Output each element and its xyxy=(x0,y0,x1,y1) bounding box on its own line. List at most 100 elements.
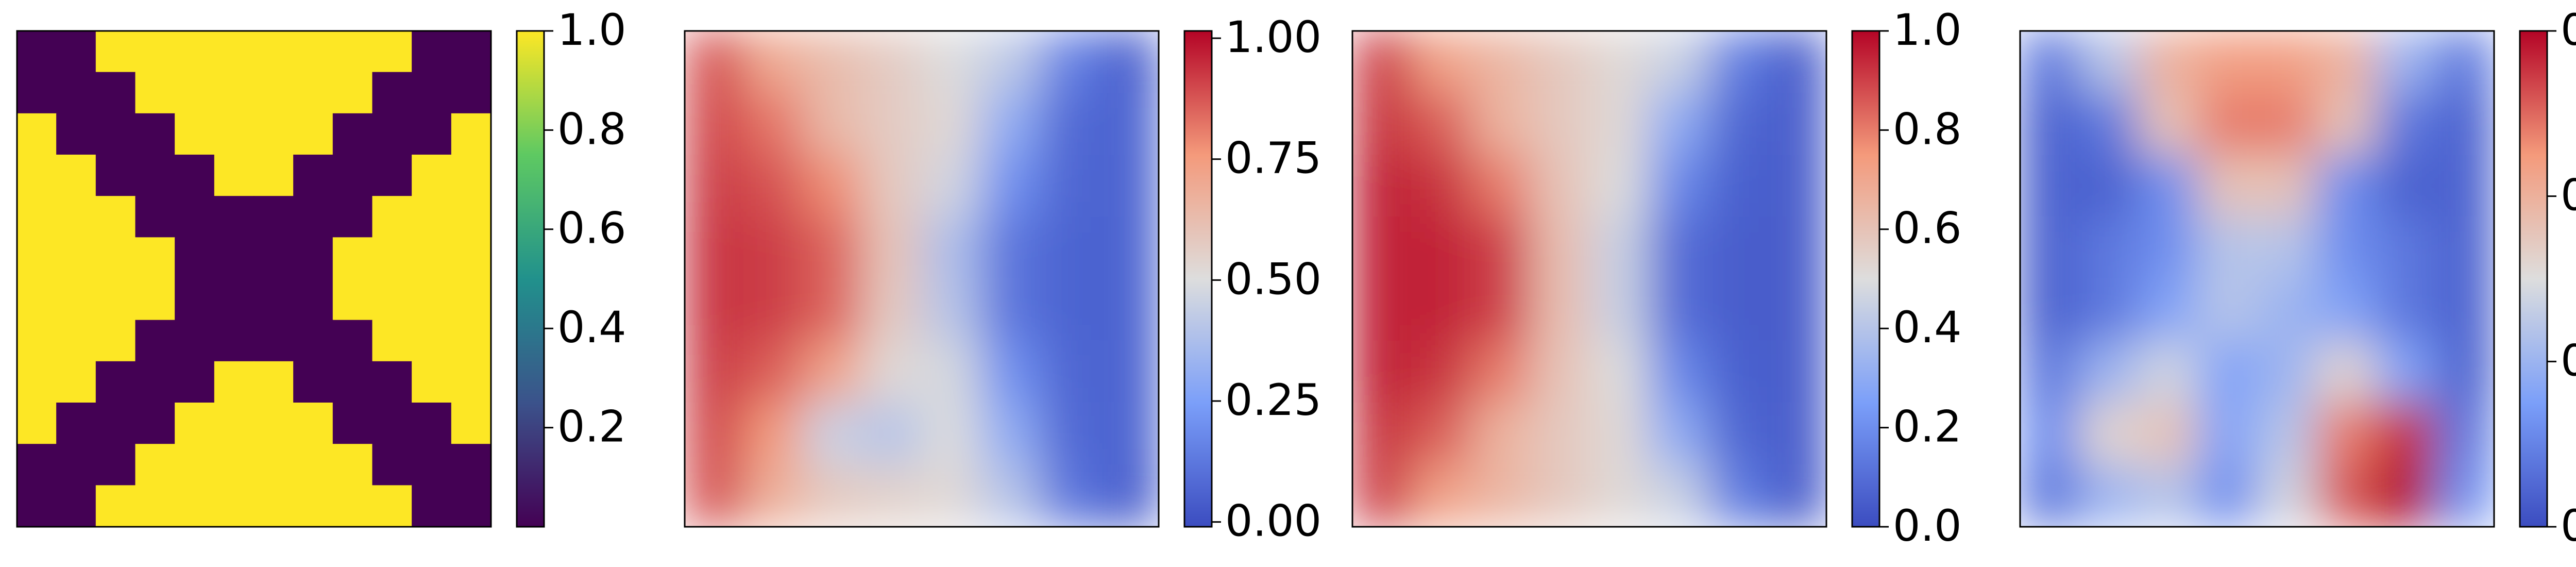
heatmap-cell xyxy=(2197,31,2258,93)
heatmap-cell xyxy=(1707,92,1768,155)
heatmap-cell xyxy=(293,155,333,197)
heatmap-cell xyxy=(1589,216,1649,279)
heatmap-cell xyxy=(135,155,176,197)
heatmap-cell xyxy=(2020,464,2080,527)
heatmap-cell xyxy=(412,155,452,197)
heatmap-cell xyxy=(1530,464,1590,527)
heatmap-cell xyxy=(1352,340,1412,403)
heatmap-cell xyxy=(921,464,981,527)
heatmap-cell xyxy=(17,278,57,321)
heatmap-cell xyxy=(1040,340,1100,403)
heatmap-cell xyxy=(685,278,744,341)
heatmap-cell xyxy=(2316,464,2376,527)
heatmap-cell xyxy=(2079,278,2139,341)
heatmap-cell xyxy=(1352,92,1412,155)
heatmap-cell xyxy=(1411,155,1471,218)
heatmap-cell xyxy=(1589,403,1649,465)
heatmap-cell xyxy=(253,278,294,321)
colorbar xyxy=(2519,30,2548,528)
heatmap-cell xyxy=(253,485,294,527)
heatmap-cell xyxy=(293,361,333,403)
heatmap xyxy=(1352,31,1826,527)
heatmap-cell xyxy=(803,403,863,465)
heatmap-cell xyxy=(921,155,981,218)
heatmap-cell xyxy=(332,31,373,73)
heatmap-cell xyxy=(95,196,136,238)
heatmap-cell xyxy=(451,320,491,362)
heatmap-cell xyxy=(214,403,255,445)
heatmap-cell xyxy=(921,403,981,465)
heatmap-cell xyxy=(2375,403,2435,465)
heatmap-cell xyxy=(2375,31,2435,93)
heatmap-cell xyxy=(1352,464,1412,527)
heatmap-cell xyxy=(451,155,491,197)
heatmap-cell xyxy=(743,216,804,279)
colorbar-tick-label: 0.75 xyxy=(1225,133,1321,184)
heatmap-cell xyxy=(451,237,491,279)
heatmap-cell xyxy=(2434,464,2494,527)
heatmap-cell xyxy=(56,31,96,73)
heatmap-cell xyxy=(1589,464,1649,527)
heatmap-cell xyxy=(293,278,333,321)
heatmap-cell xyxy=(214,444,255,486)
heatmap-cell xyxy=(980,340,1041,403)
heatmap-cell xyxy=(1040,155,1100,218)
heatmap-cell xyxy=(214,320,255,362)
heatmap-cell xyxy=(862,155,922,218)
heatmap-cell xyxy=(862,464,922,527)
heatmap-cell xyxy=(451,361,491,403)
heatmap-cell xyxy=(1099,31,1159,93)
heatmap-cell xyxy=(56,155,96,197)
heatmap-cell xyxy=(214,237,255,279)
heatmap-cell xyxy=(332,485,373,527)
heatmap-cell xyxy=(1040,216,1100,279)
heatmap-cell xyxy=(372,444,413,486)
heatmap-cell xyxy=(743,92,804,155)
heatmap-cell xyxy=(293,72,333,114)
heatmap-cell xyxy=(1707,155,1768,218)
heatmap-cell xyxy=(2434,31,2494,93)
heatmap-cell xyxy=(412,237,452,279)
heatmap-cell xyxy=(135,113,176,155)
heatmap-cell xyxy=(451,196,491,238)
heatmap xyxy=(2020,31,2494,527)
heatmap-cell xyxy=(803,464,863,527)
heatmap-cell xyxy=(253,72,294,114)
heatmap-cell xyxy=(2257,340,2317,403)
heatmap-cell xyxy=(1707,278,1768,341)
heatmap-cell xyxy=(95,237,136,279)
colorbar-tick-label: 0.10 xyxy=(2561,170,2576,221)
heatmap-cell xyxy=(1470,278,1531,341)
heatmap-cell xyxy=(1470,340,1531,403)
heatmap-cell xyxy=(921,31,981,93)
colorbar xyxy=(516,30,545,528)
heatmap-cell xyxy=(2020,31,2080,93)
heatmap-cell xyxy=(1352,155,1412,218)
heatmap-cell xyxy=(135,444,176,486)
heatmap-cell xyxy=(1411,31,1471,93)
heatmap-cell xyxy=(175,31,215,73)
heatmap-cell xyxy=(2316,340,2376,403)
heatmap-cell xyxy=(2375,92,2435,155)
heatmap-cell xyxy=(2375,340,2435,403)
heatmap-cell xyxy=(1589,92,1649,155)
heatmap-cell xyxy=(17,113,57,155)
heatmap-cell xyxy=(2197,216,2258,279)
colorbar-tick-label: 0.25 xyxy=(1225,375,1321,425)
heatmap-cell xyxy=(175,403,215,445)
heatmap-cell xyxy=(253,113,294,155)
heatmap-cell xyxy=(372,155,413,197)
heatmap-cell xyxy=(2434,92,2494,155)
heatmap-cell xyxy=(743,155,804,218)
heatmap-cell xyxy=(1648,155,1708,218)
heatmap-cell xyxy=(1767,340,1826,403)
heatmap-cell xyxy=(2375,216,2435,279)
heatmap-cells xyxy=(2020,31,2494,527)
heatmap-cell xyxy=(135,31,176,73)
heatmap-cell xyxy=(372,31,413,73)
heatmap-cell xyxy=(1470,464,1531,527)
heatmap-cell xyxy=(95,444,136,486)
heatmap-cell xyxy=(1411,340,1471,403)
colorbar-tick-label: 0.2 xyxy=(557,402,626,452)
heatmap-cell xyxy=(862,340,922,403)
